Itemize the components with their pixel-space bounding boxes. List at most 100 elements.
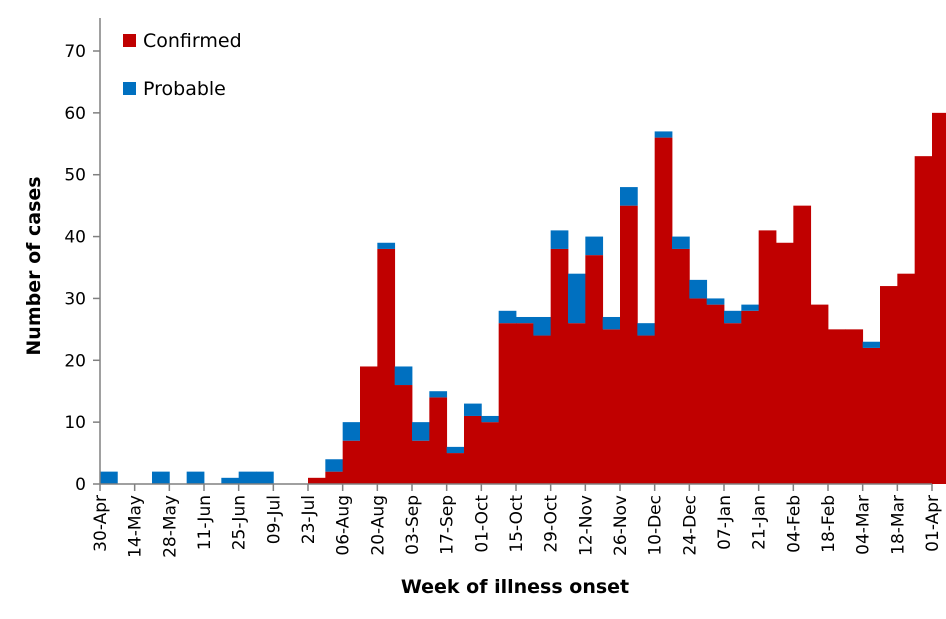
bar-confirmed-25 [533, 335, 552, 484]
x-tick-label-11-Jun: 11-Jun [195, 495, 215, 550]
legend-label-probable: Probable [143, 78, 226, 100]
bar-confirmed-33 [672, 248, 690, 484]
bar-confirmed-19 [429, 397, 448, 484]
bar-confirmed-28 [585, 255, 604, 484]
x-tick-label-17-Sep: 17-Sep [438, 495, 458, 555]
bar-confirmed-46 [897, 273, 916, 484]
legend: Confirmed Probable [123, 30, 242, 100]
x-tick-label-06-Aug: 06-Aug [334, 495, 354, 556]
bar-probable-24 [516, 316, 534, 324]
bar-probable-29 [602, 316, 621, 330]
bar-probable-9 [256, 471, 274, 484]
y-tick-label-0: 0 [75, 475, 86, 495]
legend-swatch-probable [123, 82, 136, 95]
bar-probable-27 [568, 273, 586, 324]
bar-probable-26 [550, 230, 569, 249]
bar-probable-20 [446, 446, 465, 454]
x-tick-label-24-Dec: 24-Dec [680, 495, 700, 556]
x-tick-label-04-Mar: 04-Mar [854, 495, 874, 555]
y-tick-label-60: 60 [64, 104, 86, 124]
bar-confirmed-35 [706, 304, 725, 484]
bars-layer [100, 112, 946, 484]
bar-confirmed-27 [568, 323, 586, 484]
x-tick-label-12-Nov: 12-Nov [576, 495, 596, 556]
bar-probable-33 [672, 236, 690, 249]
bar-confirmed-12 [308, 477, 326, 484]
y-tick-label-20: 20 [64, 351, 86, 371]
bar-confirmed-23 [498, 323, 517, 484]
bar-probable-14 [342, 422, 361, 441]
bar-confirmed-34 [689, 298, 708, 484]
x-tick-label-18-Mar: 18-Mar [888, 495, 908, 555]
x-tick-label-20-Aug: 20-Aug [368, 495, 388, 556]
bar-confirmed-43 [845, 329, 864, 484]
y-axis-title: Number of cases [23, 176, 45, 355]
y-tick-label-10: 10 [64, 413, 86, 433]
bar-confirmed-22 [481, 422, 500, 484]
x-axis-title: Week of illness onset [401, 576, 629, 598]
bar-confirmed-18 [412, 440, 430, 484]
bar-probable-5 [186, 471, 205, 484]
bar-probable-0 [100, 471, 118, 484]
bar-confirmed-13 [325, 471, 344, 484]
x-tick-label-01-Oct: 01-Oct [472, 495, 492, 553]
bar-probable-22 [481, 415, 500, 423]
x-tick-label-15-Oct: 15-Oct [507, 495, 527, 553]
bar-confirmed-29 [602, 329, 621, 484]
x-tick-label-18-Feb: 18-Feb [819, 495, 839, 553]
x-tick-label-14-May: 14-May [126, 495, 146, 558]
bar-probable-37 [741, 304, 760, 311]
legend-label-confirmed: Confirmed [143, 30, 242, 52]
bar-confirmed-42 [828, 329, 846, 484]
bar-confirmed-38 [758, 230, 777, 484]
bar-confirmed-40 [793, 205, 812, 484]
bar-confirmed-48 [932, 112, 946, 484]
x-tick-label-25-Jun: 25-Jun [230, 495, 250, 550]
bar-confirmed-36 [724, 323, 742, 484]
bar-probable-31 [637, 323, 656, 336]
bar-confirmed-32 [654, 137, 673, 484]
bar-probable-23 [498, 310, 517, 324]
bar-probable-13 [325, 459, 344, 472]
bar-confirmed-44 [862, 347, 881, 484]
bar-probable-35 [706, 298, 725, 305]
bar-probable-30 [620, 187, 638, 206]
bar-confirmed-30 [620, 205, 638, 484]
bar-probable-28 [585, 236, 604, 256]
bar-confirmed-26 [550, 248, 569, 484]
bar-confirmed-15 [360, 366, 378, 484]
bar-probable-34 [689, 279, 708, 299]
bar-probable-8 [238, 471, 257, 484]
x-tick-label-01-Apr: 01-Apr [923, 495, 943, 552]
legend-swatch-confirmed [123, 34, 136, 47]
bar-probable-17 [394, 366, 413, 386]
bar-confirmed-24 [516, 323, 534, 484]
bar-confirmed-16 [377, 248, 396, 484]
y-tick-label-70: 70 [64, 42, 86, 62]
bar-confirmed-45 [880, 286, 898, 484]
x-tick-label-09-Jul: 09-Jul [264, 495, 284, 544]
x-tick-label-07-Jan: 07-Jan [715, 495, 735, 550]
x-tick-label-29-Oct: 29-Oct [542, 495, 562, 553]
bar-confirmed-31 [637, 335, 656, 484]
x-tick-label-30-Apr: 30-Apr [91, 495, 111, 552]
bar-probable-7 [221, 477, 240, 484]
x-tick-label-10-Dec: 10-Dec [646, 495, 666, 556]
bar-probable-44 [862, 341, 881, 348]
bar-probable-32 [654, 131, 673, 138]
x-tick-label-26-Nov: 26-Nov [611, 495, 631, 556]
bar-probable-16 [377, 242, 396, 249]
y-tick-label-40: 40 [64, 228, 86, 248]
bar-probable-18 [412, 422, 430, 441]
bar-confirmed-17 [394, 385, 413, 484]
x-tick-label-28-May: 28-May [160, 495, 180, 558]
bar-probable-21 [464, 403, 482, 416]
bar-confirmed-41 [810, 304, 829, 484]
y-axis-ticks: 0 10 20 30 40 50 60 70 [64, 42, 100, 495]
bar-confirmed-14 [342, 440, 361, 484]
bar-probable-25 [533, 316, 552, 336]
x-tick-label-03-Sep: 03-Sep [403, 495, 423, 555]
x-tick-label-21-Jan: 21-Jan [750, 495, 770, 550]
bar-probable-19 [429, 391, 448, 398]
